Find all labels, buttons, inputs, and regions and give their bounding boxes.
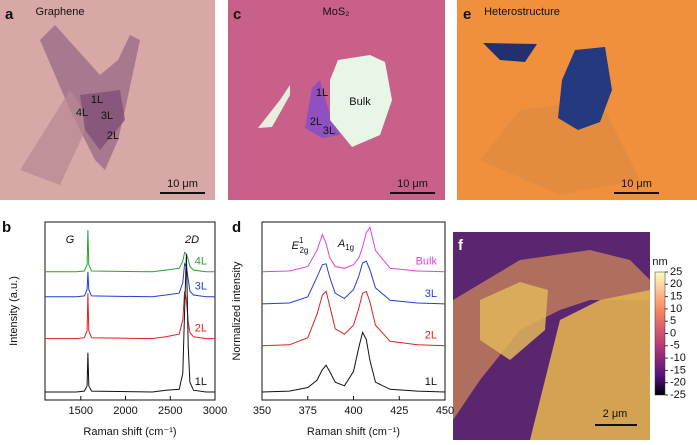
colorbar-tick-label: -5 xyxy=(670,340,680,352)
spectrum xyxy=(45,253,215,393)
scale-bar-label: 10 μm xyxy=(397,178,428,190)
peak-label: 2D xyxy=(184,234,199,246)
peak-label-main: A xyxy=(337,238,345,250)
layer-label: 1L xyxy=(316,87,328,99)
hetero-flake xyxy=(483,43,537,62)
colorbar-tick-label: -20 xyxy=(670,377,686,389)
spectrum xyxy=(45,262,215,298)
panel-letter: b xyxy=(2,219,11,236)
peak-label-main: G xyxy=(66,234,75,246)
colorbar-tick-label: 25 xyxy=(670,266,682,278)
x-tick-label: 350 xyxy=(253,405,271,417)
hetero-graphene xyxy=(480,100,640,195)
panel-letter: f xyxy=(458,237,464,254)
scale-bar-label: 10 μm xyxy=(167,178,198,190)
layer-label: 3L xyxy=(323,125,335,137)
afm-flake xyxy=(530,290,650,440)
spectrum xyxy=(45,229,215,273)
mos2-flake xyxy=(258,85,290,128)
layer-label: Bulk xyxy=(349,96,371,108)
layer-label: 3L xyxy=(101,110,113,122)
layer-label: 2L xyxy=(310,116,322,128)
mos2-flake xyxy=(305,80,340,138)
series-label: 1L xyxy=(195,376,207,388)
panel-letter: e xyxy=(463,6,471,23)
x-tick-label: 425 xyxy=(390,405,408,417)
series-label: 1L xyxy=(425,376,437,388)
graphene-multilayer xyxy=(80,90,125,150)
y-axis-label: Normalized intensity xyxy=(231,261,243,361)
colorbar-tick-label: 5 xyxy=(670,315,676,327)
panel-letter: a xyxy=(5,6,14,23)
colorbar-tick-label: 20 xyxy=(670,278,682,290)
colorbar-tick-label: -10 xyxy=(670,352,686,364)
panel-letter: c xyxy=(233,6,241,23)
x-tick-label: 1500 xyxy=(69,405,93,417)
layer-label: 4L xyxy=(76,107,88,119)
peak-label: A1g xyxy=(337,238,354,252)
colorbar xyxy=(654,271,666,396)
y-axis-label: Intensity (a.u.) xyxy=(8,276,20,346)
x-tick-label: 375 xyxy=(299,405,317,417)
colorbar-tick-label: 0 xyxy=(670,327,676,339)
series-label: 3L xyxy=(425,288,437,300)
panel-title: Heterostructure xyxy=(484,6,560,18)
x-tick-label: 2000 xyxy=(113,405,137,417)
peak-label-sup: 1 xyxy=(299,236,304,245)
colorbar-tick-label: 10 xyxy=(670,303,682,315)
graphene-flake xyxy=(20,90,90,185)
panel-title: Graphene xyxy=(36,6,85,18)
panel-title: MoS₂ xyxy=(323,6,350,18)
x-axis-label: Raman shift (cm⁻¹) xyxy=(83,426,176,438)
colorbar-tick-label: -15 xyxy=(670,364,686,376)
colorbar-tick-label: -25 xyxy=(670,389,686,401)
plot-frame xyxy=(44,221,216,401)
x-tick-label: 2500 xyxy=(158,405,182,417)
hetero-bulk xyxy=(558,47,612,130)
series-label: 2L xyxy=(195,322,207,334)
scale-bar-label: 10 μm xyxy=(621,178,652,190)
panel-letter: d xyxy=(232,219,241,236)
x-tick-label: 400 xyxy=(344,405,362,417)
scale-bar-label: 2 μm xyxy=(603,408,628,420)
series-label: 4L xyxy=(195,256,207,268)
layer-label: 1L xyxy=(91,94,103,106)
afm-flake xyxy=(480,282,548,360)
peak-label-sub: 1g xyxy=(345,243,354,252)
spectrum xyxy=(261,331,446,393)
colorbar-label: nm xyxy=(652,256,667,268)
peak-label-sub: 2g xyxy=(299,246,308,255)
x-axis-label: Raman shift (cm⁻¹) xyxy=(307,426,400,438)
peak-label-main: E xyxy=(292,240,300,252)
colorbar-tick-label: 15 xyxy=(670,291,682,303)
x-tick-label: 3000 xyxy=(203,405,227,417)
peak-label: E1 2g xyxy=(292,236,309,255)
spectrum xyxy=(261,290,446,347)
spectrum xyxy=(261,260,446,305)
series-label: Bulk xyxy=(416,256,438,268)
layer-label: 2L xyxy=(107,130,119,142)
series-label: 3L xyxy=(195,281,207,293)
x-tick-label: 450 xyxy=(436,405,454,417)
peak-label: G xyxy=(66,234,75,246)
spectrum xyxy=(45,291,215,340)
spectrum xyxy=(261,226,446,273)
peak-label-main: 2D xyxy=(184,234,199,246)
mos2-bulk xyxy=(330,55,392,147)
series-label: 2L xyxy=(425,330,437,342)
